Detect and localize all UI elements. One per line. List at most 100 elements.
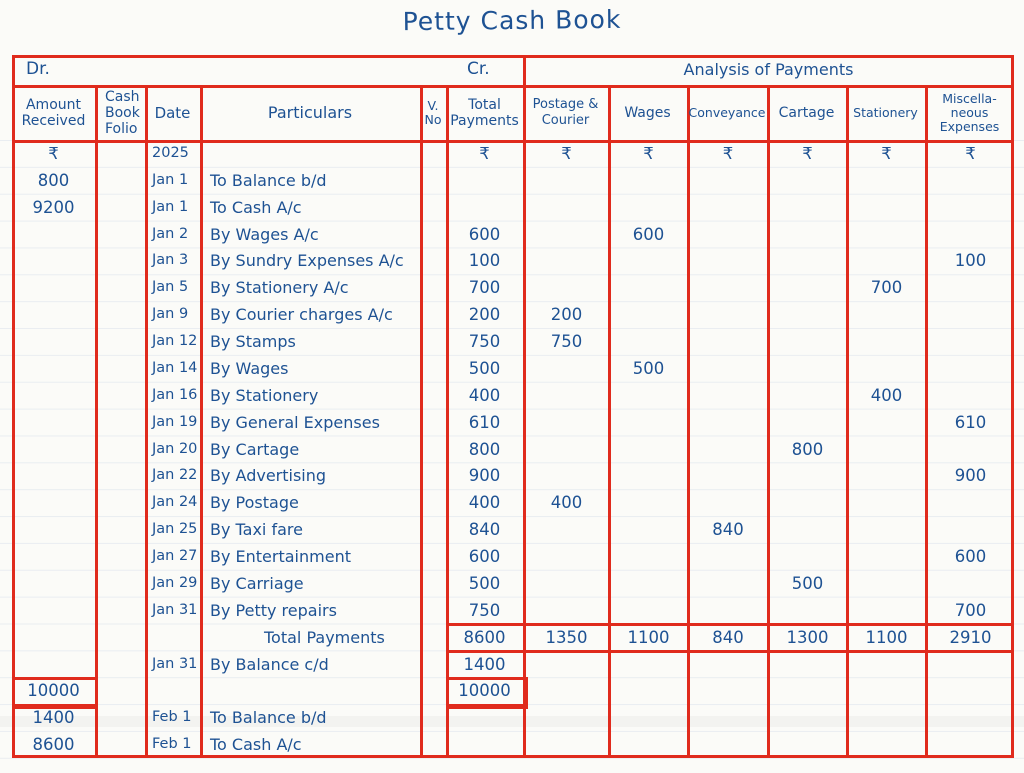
date-cell: Jan 2 (152, 225, 189, 242)
grid-line (420, 85, 423, 758)
total-cell: ₹ (479, 144, 490, 163)
total-cell: 800 (468, 439, 501, 459)
grid-line (200, 85, 203, 758)
particulars-cell: To Balance b/d (210, 708, 327, 728)
col-header-wages: Wages (624, 104, 671, 121)
balance-rule-line (12, 677, 95, 680)
total-cell: 840 (468, 520, 501, 540)
grid-line (925, 85, 928, 758)
total-cell: 200 (468, 305, 501, 325)
total-cell: 400 (468, 385, 501, 405)
particulars-cell: By Carriage (210, 573, 304, 593)
particulars-cell: By Taxi fare (210, 520, 303, 540)
grid-line (12, 85, 1014, 88)
total-cell: 8600 (463, 627, 506, 647)
col-header-postage-courier: Postage & Courier (532, 96, 599, 128)
total-cell: 700 (468, 278, 501, 298)
cartage-cell: 800 (791, 439, 824, 459)
cartage-cell: 500 (791, 573, 824, 593)
ledger-sheet: Dr. Cr. Analysis of Payments Amount Rece… (12, 55, 1014, 758)
grid-line (523, 55, 526, 758)
date-cell: Jan 31 (152, 601, 198, 618)
stationery-cell: 700 (870, 278, 903, 298)
misc-cell: 900 (954, 466, 987, 486)
date-cell: Jan 24 (152, 494, 198, 511)
col-header-conveyance: Conveyance (688, 104, 766, 120)
date-cell: Feb 1 (152, 709, 192, 726)
date-cell: Jan 5 (152, 279, 189, 296)
date-cell: Jan 31 (152, 655, 198, 672)
grid-line (1011, 55, 1014, 758)
cr-label: Cr. (467, 59, 490, 79)
total-cell: 100 (468, 251, 501, 271)
amount-cell: 9200 (32, 197, 75, 217)
date-cell: Feb 1 (152, 736, 192, 753)
total-cell: 400 (468, 493, 501, 513)
date-cell: Jan 3 (152, 252, 189, 269)
date-cell: Jan 1 (152, 198, 189, 215)
grid-line (12, 755, 1014, 758)
stationery-cell: 1100 (865, 627, 908, 647)
grid-line (767, 85, 770, 758)
postage-cell: 1350 (545, 627, 588, 647)
total-cell: 10000 (458, 681, 511, 701)
particulars-cell: By Wages (210, 358, 289, 378)
total-cell: 500 (468, 573, 501, 593)
totals-rule-line (446, 623, 1014, 626)
particulars-cell: To Cash A/c (210, 735, 302, 755)
grid-line (687, 85, 690, 758)
particulars-cell: By Cartage (210, 439, 300, 459)
grid-line (446, 85, 449, 758)
date-cell: Jan 25 (152, 521, 198, 538)
col-header-particulars: Particulars (267, 102, 353, 122)
misc-cell: 700 (954, 600, 987, 620)
date-cell: Jan 16 (152, 386, 198, 403)
cartage-cell: 1300 (786, 627, 829, 647)
total-cell: 900 (468, 466, 501, 486)
col-header-voucher-no: V. No (424, 97, 442, 127)
grid-line (846, 85, 849, 758)
particulars-cell: By Balance c/d (210, 654, 329, 674)
particulars-cell: By Wages A/c (210, 224, 319, 244)
total-cell: 500 (468, 358, 501, 378)
grand-total-rule-line (12, 704, 95, 709)
total-cell: 610 (468, 412, 501, 432)
dr-label: Dr. (26, 59, 50, 79)
postage-cell: 750 (550, 332, 583, 352)
totals-rule-line (446, 650, 1014, 653)
particulars-cell: By Entertainment (210, 547, 351, 567)
grid-line (608, 85, 611, 758)
col-header-cartage: Cartage (778, 104, 835, 121)
col-header-cash-book-folio: Cash Book Folio (105, 88, 140, 137)
date-cell: Jan 14 (152, 359, 198, 376)
balance-rule-line (446, 677, 528, 680)
grand-total-rule-line (446, 704, 528, 709)
postage-cell: 400 (550, 493, 583, 513)
date-cell: Jan 22 (152, 467, 198, 484)
stationery-cell: ₹ (881, 144, 892, 163)
date-cell: Jan 12 (152, 333, 198, 350)
amount-cell: 8600 (32, 735, 75, 755)
col-header-amount-received: Amount Received (21, 96, 86, 129)
particulars-cell: By Courier charges A/c (210, 305, 393, 325)
date-cell: Jan 27 (152, 548, 198, 565)
grid-line (12, 55, 1014, 58)
particulars-cell: By Stamps (210, 332, 296, 352)
misc-cell: ₹ (965, 144, 976, 163)
col-header-miscellaneous: Miscella- neous Expenses (939, 90, 1000, 134)
paper-ruling (0, 140, 1024, 773)
amount-cell: ₹ (48, 144, 59, 163)
stationery-cell: 400 (870, 385, 903, 405)
wages-cell: ₹ (643, 144, 654, 163)
conveyance-cell: 840 (712, 627, 744, 647)
page-title: Petty Cash Book (402, 4, 622, 37)
date-cell: 2025 (152, 145, 189, 161)
grid-line (95, 85, 98, 758)
conveyance-cell: ₹ (722, 144, 734, 163)
col-header-stationery: Stationery (853, 104, 918, 120)
date-cell: Jan 1 (152, 171, 189, 188)
analysis-of-payments-header: Analysis of Payments (683, 60, 854, 79)
particulars-cell: By Stationery (210, 385, 319, 405)
misc-cell: 100 (954, 251, 987, 271)
